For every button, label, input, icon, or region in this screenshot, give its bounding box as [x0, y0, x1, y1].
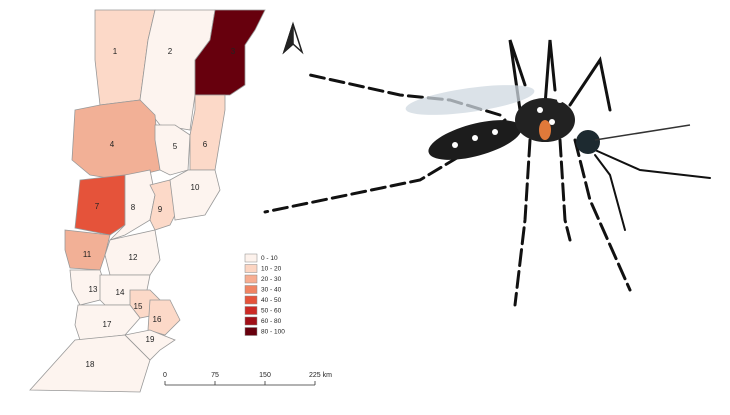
legend-label: 50 - 60	[261, 308, 282, 315]
region	[189, 94, 226, 171]
region-label: 11	[83, 250, 92, 259]
legend-swatch	[244, 274, 258, 284]
north-arrow	[282, 21, 304, 55]
legend-swatch	[244, 306, 258, 315]
legend-swatch	[244, 285, 258, 294]
region	[194, 9, 266, 96]
region-label: 10	[191, 183, 200, 192]
region	[169, 169, 221, 221]
legend-label: 60 - 80	[261, 318, 282, 325]
legend-swatch	[244, 316, 258, 326]
mosquito-illustration	[263, 39, 711, 307]
region-label: 3	[231, 47, 236, 56]
region-label: 8	[131, 203, 136, 212]
legend-label: 80 - 100	[261, 329, 285, 336]
scale-label: 150	[259, 372, 271, 379]
region	[147, 299, 181, 336]
scale-bar: 0 75 150 225 km	[163, 372, 332, 386]
region-label: 5	[173, 142, 178, 151]
scale-label: 75	[211, 372, 219, 379]
region-label: 16	[153, 315, 162, 324]
legend-label: 30 - 40	[261, 287, 282, 294]
legend-swatch	[244, 295, 258, 305]
region-label: 1	[113, 47, 118, 56]
region-label: 7	[95, 202, 100, 211]
region	[109, 169, 156, 241]
region	[154, 124, 191, 176]
region-label: 2	[168, 47, 173, 56]
region-label: 6	[203, 140, 208, 149]
region-label: 12	[129, 253, 138, 262]
region-label: 15	[134, 302, 143, 311]
legend-label: 10 - 20	[261, 266, 282, 273]
region-label: 13	[89, 285, 98, 294]
scale-label: 0	[163, 372, 167, 379]
region	[124, 329, 176, 361]
region-label: 19	[146, 335, 155, 344]
legend-swatch	[244, 253, 258, 263]
region-label: 18	[86, 360, 95, 369]
region	[74, 174, 126, 236]
region-label: 17	[103, 320, 112, 329]
legend-label: 20 - 30	[261, 276, 282, 283]
legend-label: 40 - 50	[261, 297, 282, 304]
legend-swatch	[244, 327, 258, 336]
scale-label: 225 km	[309, 372, 332, 379]
region-label: 9	[158, 205, 163, 214]
region-label: 14	[116, 288, 125, 297]
region-label: 4	[110, 140, 115, 149]
region	[71, 99, 161, 181]
legend-swatch	[244, 264, 258, 273]
legend: 0 - 10 10 - 20 20 - 30 30 - 40 40 - 50 50 - 6…	[244, 253, 285, 336]
legend-label: 0 - 10	[261, 255, 278, 262]
